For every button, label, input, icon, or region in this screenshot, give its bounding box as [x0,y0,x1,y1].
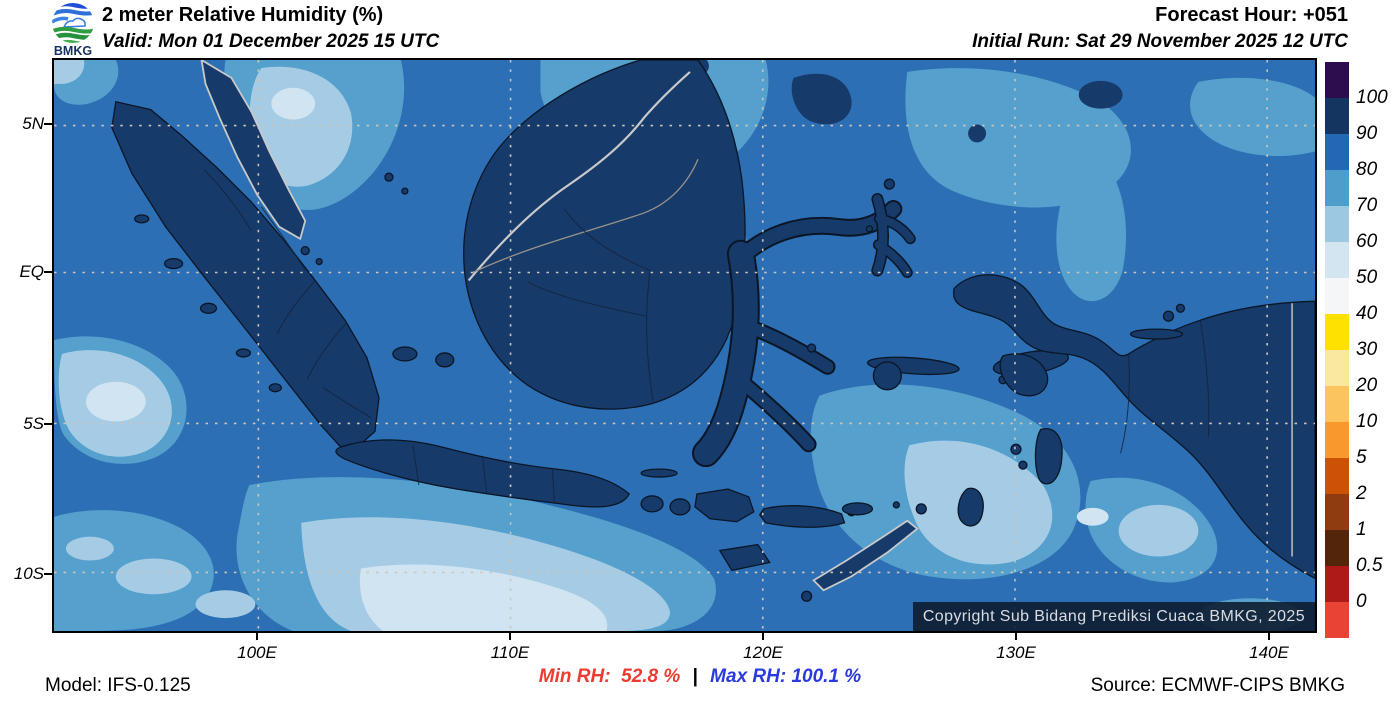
x-axis-tick [762,633,764,640]
min-rh-value: 52.8 % [621,666,681,687]
graticule [54,60,1315,631]
x-axis-label-120e: 120E [743,643,783,662]
island-borneo [384,60,746,410]
y-axis-tick [44,573,52,575]
map-frame: Copyright Sub Bidang Prediksi Cuaca BMKG… [52,58,1317,633]
colorbar-segment [1325,530,1349,566]
x-axis-tick [509,633,511,640]
colorbar-segment [1325,350,1349,386]
colorbar-segment [1325,98,1349,134]
island-papua [952,274,1315,580]
colorbar-label: 70 [1356,195,1378,216]
colorbar-label: 2 [1356,483,1367,504]
colorbar-labels: 100 90 80 70 60 50 40 30 20 10 5 2 1 0.5 0 [1356,62,1400,638]
valid-time: Valid: Mon 01 December 2025 15 UTC [102,31,440,52]
colorbar-label: 1 [1356,519,1367,540]
colorbar-segment [1325,62,1349,98]
forecast-hour: Forecast Hour: +051 [1155,4,1348,26]
colorbar-label: 60 [1356,231,1378,252]
colorbar-label: 80 [1356,159,1378,180]
max-rh-value: 100.1 % [791,666,862,687]
y-axis-label-5s: 5S [23,414,44,433]
bmkg-logo: BMKG [52,3,94,57]
x-axis-tick [1268,633,1270,640]
colorbar-segment [1325,278,1349,314]
x-axis-tick [256,633,258,640]
colorbar-segment [1325,566,1349,602]
island-timor [812,519,919,592]
y-axis-tick [44,123,52,125]
rh-50-60-patches [85,87,1109,631]
y-axis-label-eq: EQ [19,262,44,281]
colorbar-segment [1325,134,1349,170]
x-axis-label-110e: 110E [490,643,530,662]
y-axis-label-10s: 10S [13,564,44,583]
colorbar-label: 20 [1356,375,1378,396]
x-axis-label-130e: 130E [996,643,1036,662]
colorbar-label: 0 [1356,591,1367,612]
x-axis-tick [1015,633,1017,640]
max-rh-label: Max RH: [710,666,787,687]
bmkg-logo-globe [52,3,94,43]
colorbar-label: 40 [1356,303,1378,324]
colorbar-label: 100 [1356,87,1388,108]
colorbar-segment [1325,494,1349,530]
colorbar-segment [1325,314,1349,350]
bmkg-logo-text: BMKG [54,44,92,57]
colorbar [1325,62,1349,638]
y-axis-tick [44,423,52,425]
island-java-chain [335,439,927,602]
colorbar-segment [1325,206,1349,242]
colorbar-segment [1325,242,1349,278]
colorbar-segment [1325,422,1349,458]
y-axis-label-5n: 5N [22,114,44,133]
colorbar-segment [1325,170,1349,206]
minmax-readout: Min RH: 52.8 % | Max RH: 100.1 % [539,666,861,688]
colorbar-label: 5 [1356,447,1367,468]
colorbar-segment [1325,386,1349,422]
source-label: Source: ECMWF-CIPS BMKG [1090,675,1345,696]
humidity-map [54,60,1315,631]
colorbar-label: 90 [1356,123,1378,144]
y-axis-tick [44,271,52,273]
minmax-separator: | [692,666,698,687]
island-sumatra [111,100,455,457]
initial-run: Initial Run: Sat 29 November 2025 12 UTC [972,31,1348,52]
rh-90-100-ocean-patches [690,60,1123,143]
copyright-overlay: Copyright Sub Bidang Prediksi Cuaca BMKG… [912,602,1315,631]
colorbar-segment [1325,458,1349,494]
colorbar-segment [1325,602,1349,638]
min-rh-label: Min RH: [538,666,611,687]
x-axis-label-100e: 100E [237,643,277,662]
x-axis-label-140e: 140E [1249,643,1289,662]
page-title: 2 meter Relative Humidity (%) [102,4,384,26]
malay-peninsula [200,60,323,266]
colorbar-label: 0.5 [1356,555,1383,576]
colorbar-label: 50 [1356,267,1378,288]
colorbar-label: 30 [1356,339,1378,360]
colorbar-label: 10 [1356,411,1378,432]
model-label: Model: IFS-0.125 [45,675,191,696]
